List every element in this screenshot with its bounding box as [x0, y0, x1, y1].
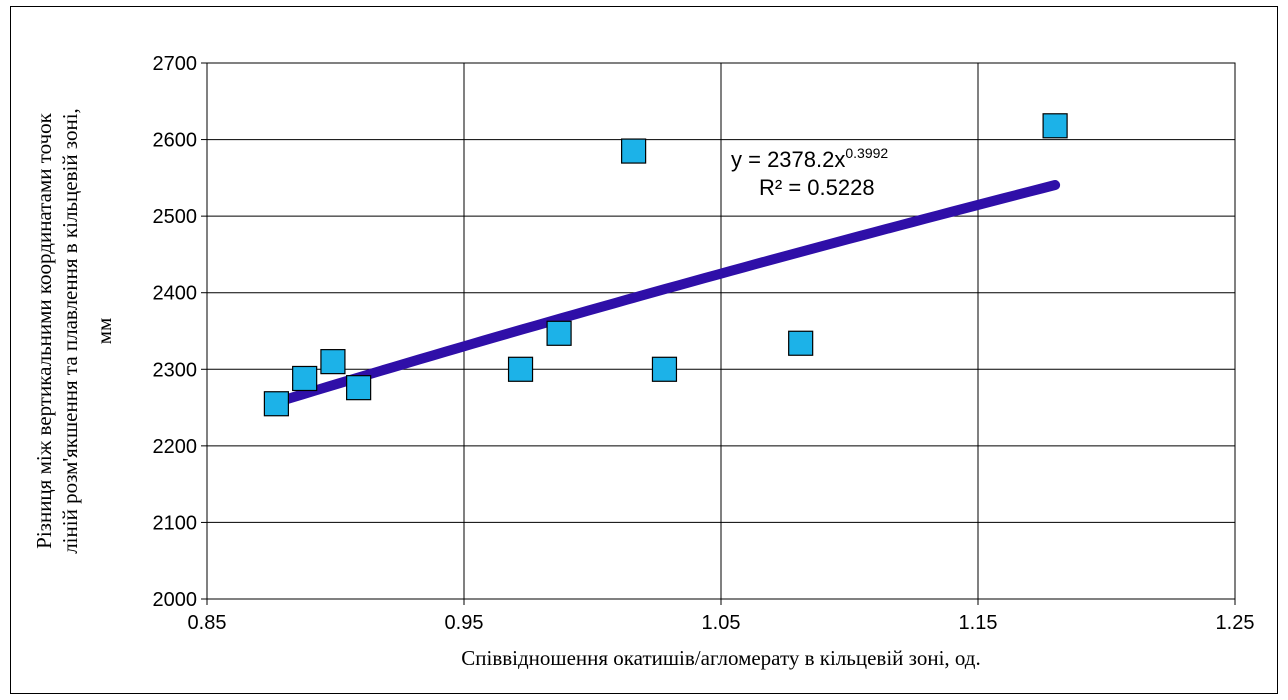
- y-axis-title: Різниця між вертикальними координатами т…: [32, 108, 116, 554]
- trendline-equation: y = 2378.2x0.3992: [731, 145, 888, 172]
- data-point-marker: [621, 138, 647, 164]
- y-tick-label: 2100: [153, 512, 198, 534]
- y-tick-label: 2700: [153, 53, 198, 75]
- y-axis-title-line-2: ліній розм'якшення та плавлення в кільце…: [58, 108, 82, 554]
- y-axis-title-line-3: мм: [92, 318, 116, 345]
- y-tick-label: 2200: [153, 436, 198, 458]
- equation-prefix: y = 2378.2x: [731, 147, 845, 172]
- x-tick-label: 0.95: [445, 612, 484, 634]
- grid-lines: [201, 62, 1236, 605]
- data-point-marker: [507, 356, 534, 382]
- tick-labels: 2000 2100 2200 2300 2400 2500 2600 2700 0.85 0.95…: [153, 53, 1255, 634]
- data-point-marker: [292, 365, 318, 392]
- data-point-marker: [651, 356, 678, 382]
- y-tick-label: 2600: [153, 130, 198, 152]
- y-tick-label: 2300: [153, 359, 198, 381]
- data-point-marker: [1042, 113, 1068, 139]
- power-trendline: [271, 180, 1061, 408]
- x-axis-title: Співвідношення окатишів/агломерату в кіл…: [461, 646, 981, 670]
- y-tick-label: 2500: [153, 206, 198, 228]
- scatter-chart: 2000 2100 2200 2300 2400 2500 2600 2700 0.85 0.95…: [32, 53, 1255, 670]
- y-axis-title-line-1: Різниця між вертикальними координатами т…: [32, 112, 56, 549]
- data-points: [263, 113, 1068, 417]
- x-tick-label: 1.25: [1216, 612, 1255, 634]
- chart-frame: 2000 2100 2200 2300 2400 2500 2600 2700 0.85 0.95…: [10, 6, 1278, 694]
- x-tick-label: 1.05: [702, 612, 741, 634]
- r-squared-label: R² = 0.5228: [759, 175, 875, 200]
- x-tick-label: 1.15: [959, 612, 998, 634]
- equation-exponent: 0.3992: [845, 145, 888, 161]
- y-tick-label: 2400: [153, 283, 198, 305]
- trendline-group: [271, 180, 1061, 408]
- data-point-marker: [788, 330, 814, 356]
- y-tick-label: 2000: [153, 589, 198, 611]
- data-point-marker: [346, 375, 372, 401]
- data-point-marker: [320, 349, 346, 375]
- data-point-marker: [546, 320, 572, 346]
- x-tick-label: 0.85: [188, 612, 227, 634]
- data-point-marker: [263, 391, 289, 417]
